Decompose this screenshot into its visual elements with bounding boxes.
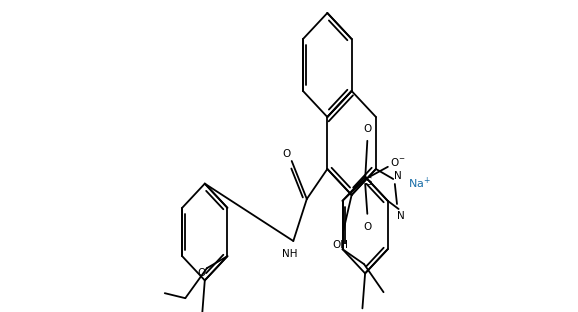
- Text: Na$^{+}$: Na$^{+}$: [407, 175, 431, 191]
- Text: S: S: [365, 177, 372, 187]
- Text: O: O: [197, 268, 206, 278]
- Text: O$^{-}$: O$^{-}$: [390, 156, 405, 168]
- Text: O: O: [283, 149, 291, 159]
- Text: N: N: [398, 211, 405, 221]
- Text: O: O: [363, 124, 372, 134]
- Text: OH: OH: [333, 240, 349, 250]
- Text: N: N: [394, 171, 401, 181]
- Text: O: O: [363, 222, 372, 232]
- Text: NH: NH: [282, 249, 297, 259]
